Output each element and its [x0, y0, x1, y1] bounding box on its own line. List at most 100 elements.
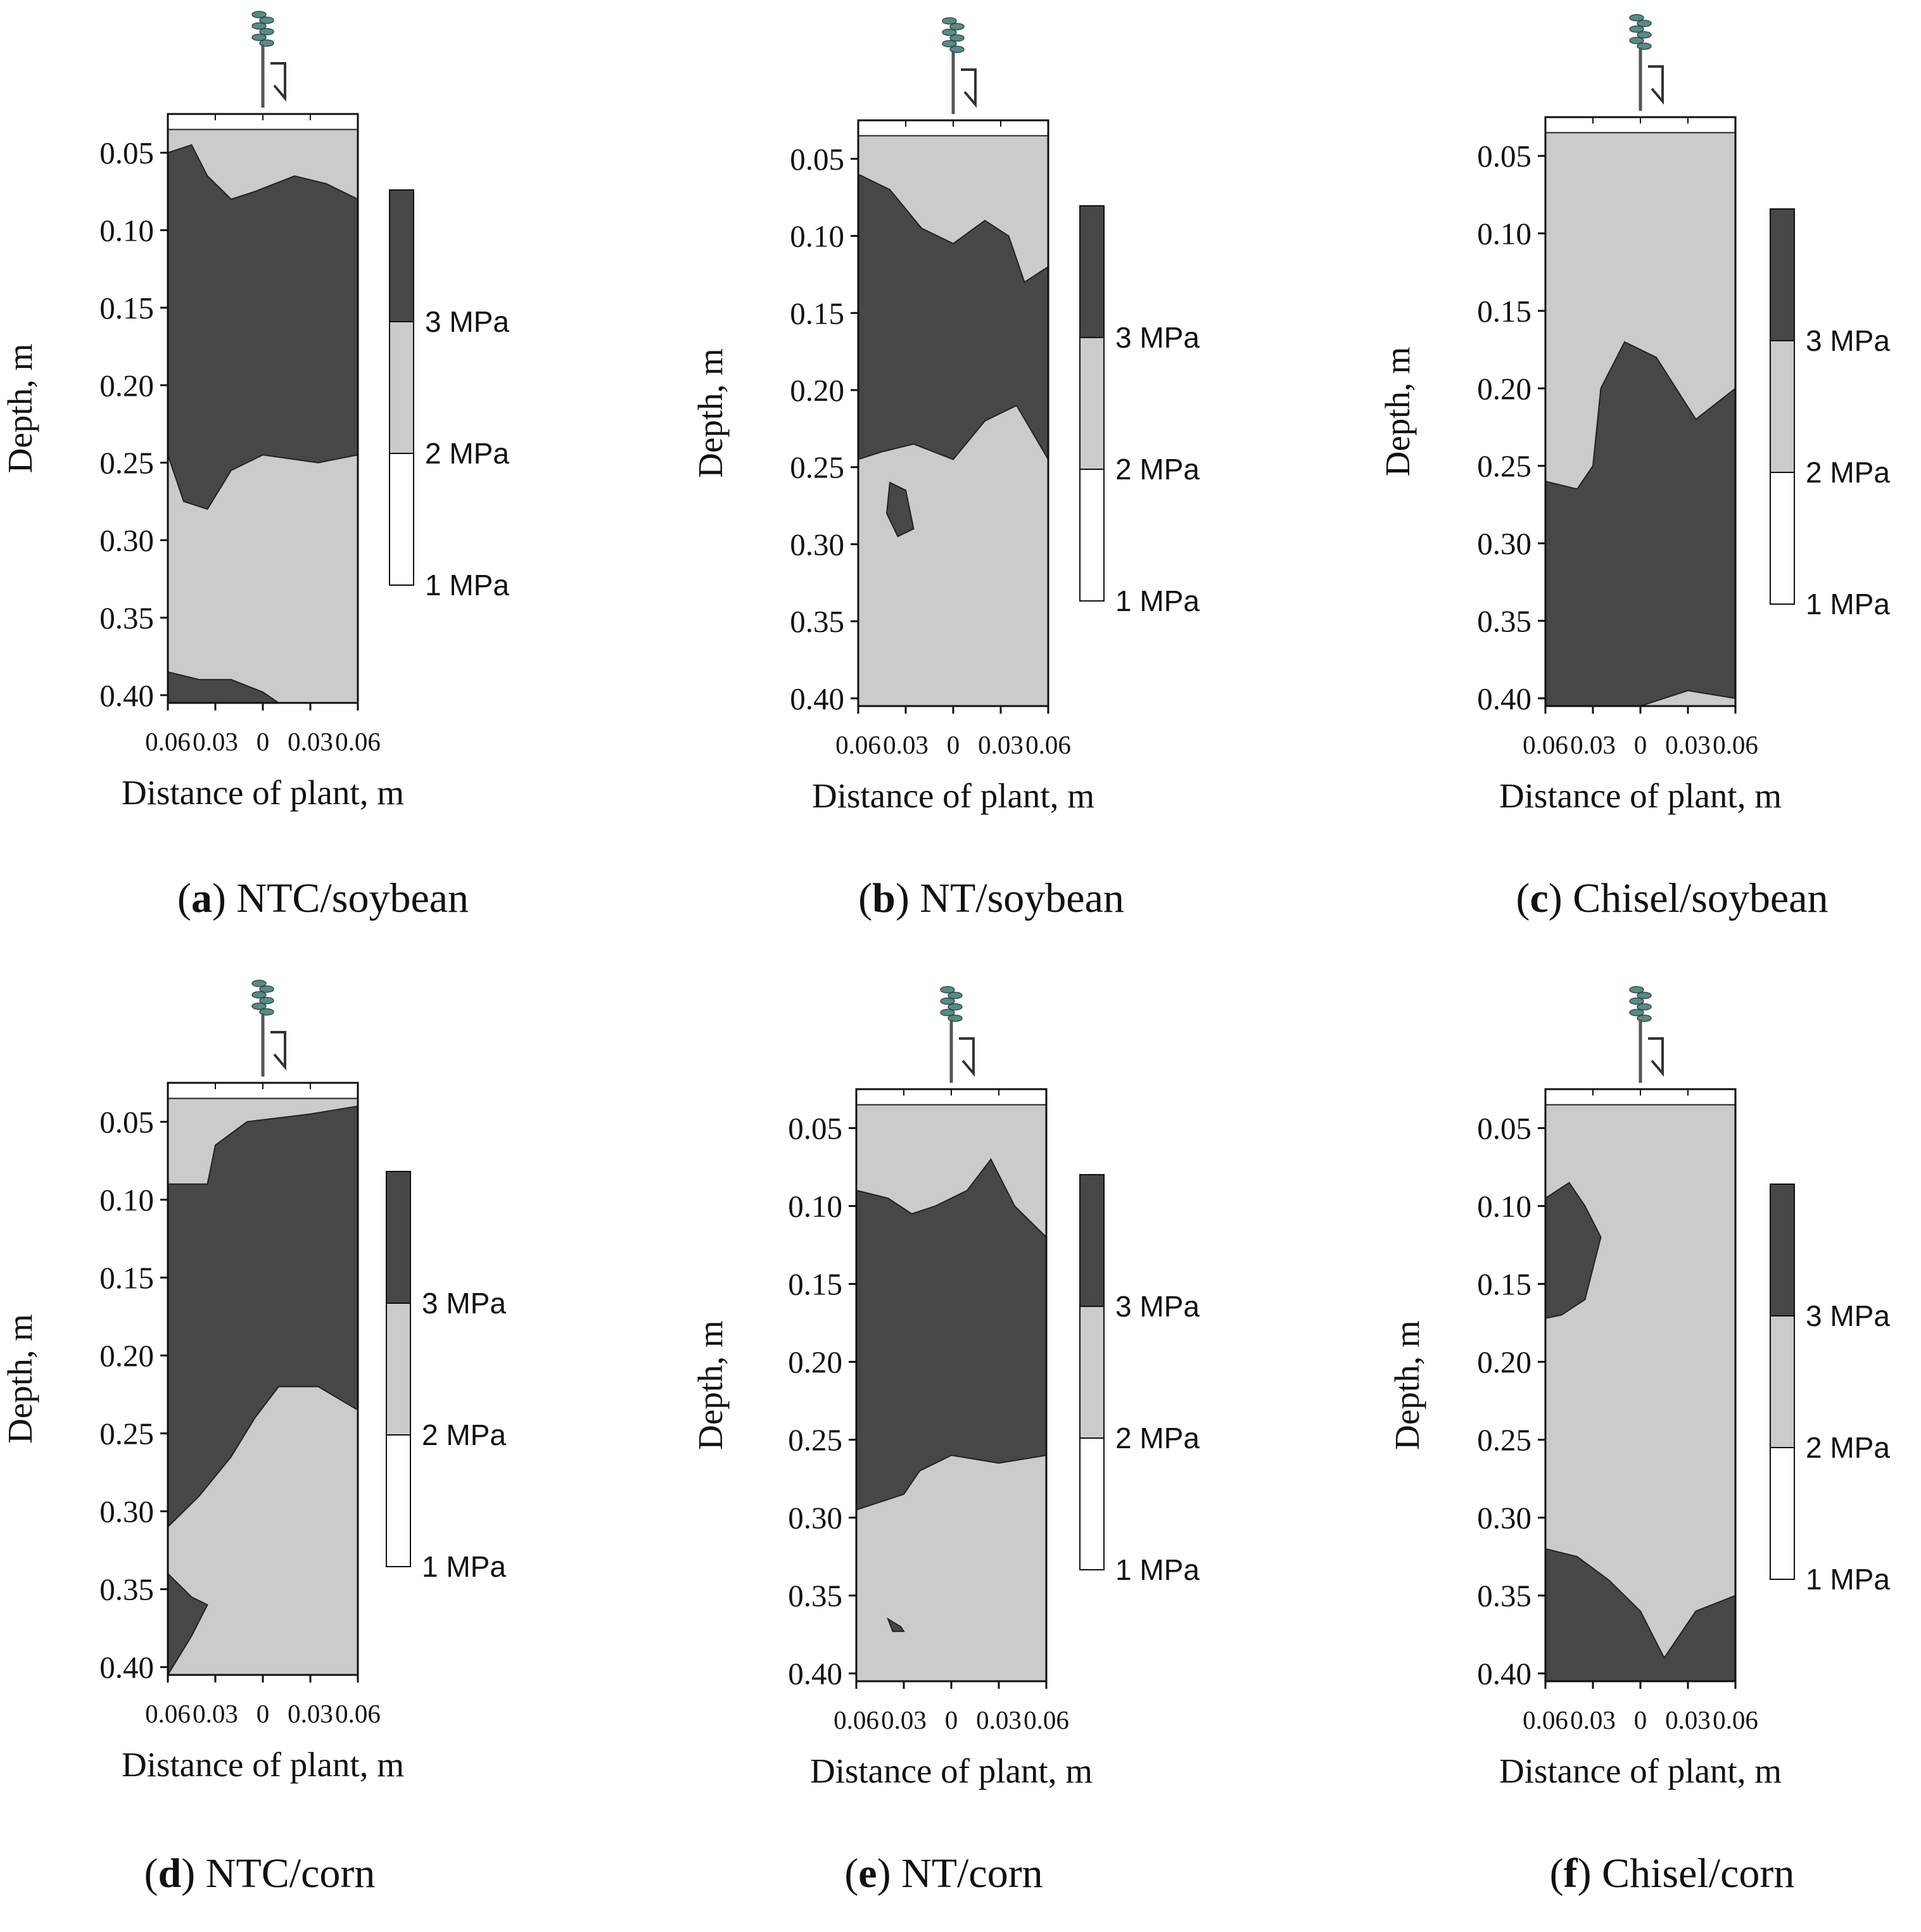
plant-icon: [1629, 986, 1664, 1083]
legend-swatch-3mpa: [1770, 208, 1795, 341]
panel-caption: (b) NT/soybean: [858, 875, 1124, 921]
panel-c: 0.050.100.150.200.250.300.350.400.06 0.03…: [1378, 14, 1890, 921]
legend-swatch-1mpa: [1770, 1447, 1795, 1580]
plant-leaf: [948, 1003, 963, 1011]
y-axis-title: Depth, m: [1, 1314, 39, 1444]
plot-area: [1545, 1089, 1735, 1681]
legend-label: 1 MPa: [1115, 1553, 1200, 1586]
x-tick-label: 0.06: [834, 1705, 879, 1734]
x-tick-label: 0.06: [335, 727, 381, 756]
y-tick-label: 0.25: [1477, 449, 1531, 484]
y-tick-label: 0.30: [790, 527, 844, 562]
caption-paren: ): [877, 1850, 901, 1897]
legend-swatch-1mpa: [1079, 469, 1105, 602]
zone-3mpa: [168, 1105, 358, 1528]
x-tick-label: 0.06: [145, 727, 191, 756]
legend-swatch-3mpa: [1770, 1184, 1795, 1316]
y-tick-label: 0.10: [1477, 1189, 1531, 1224]
x-tick-label: 0.06: [1523, 1705, 1568, 1734]
legend-label: 2 MPa: [1115, 1422, 1200, 1455]
y-tick-label: 0.35: [1477, 1579, 1531, 1613]
plant-marker: [959, 1037, 975, 1077]
x-tick-label: 0: [945, 1705, 958, 1734]
plant-leaf: [251, 34, 267, 41]
y-tick-label: 0.30: [788, 1501, 842, 1536]
y-tick-label: 0.40: [1477, 1657, 1531, 1691]
legend-label: 1 MPa: [422, 1550, 506, 1583]
plant-leaf: [1629, 14, 1644, 22]
x-tick-label: 0: [257, 1699, 270, 1728]
caption-subtitle: NT/corn: [901, 1850, 1043, 1897]
legend-swatch-3mpa: [389, 189, 414, 322]
y-tick-label: 0.20: [1477, 1345, 1531, 1380]
legend-label: 3 MPa: [422, 1287, 506, 1320]
zone-3mpa: [1545, 341, 1735, 706]
caption-subtitle: NT/soybean: [920, 875, 1124, 921]
caption-subtitle: NTC/corn: [206, 1850, 376, 1897]
legend-label: 3 MPa: [1806, 324, 1890, 357]
y-tick-label: 0.10: [1477, 217, 1531, 251]
legend-swatch-1mpa: [386, 1434, 411, 1567]
y-tick-label: 0.40: [790, 681, 844, 716]
legend-label: 1 MPa: [1806, 588, 1890, 621]
zone-3mpa: [1545, 1182, 1602, 1319]
y-tick-label: 0.35: [99, 600, 154, 635]
x-tick-label: 0: [1634, 1705, 1647, 1734]
y-tick-label: 0.40: [788, 1657, 842, 1691]
plant-leaf: [251, 980, 267, 987]
panel-caption: (f) Chisel/corn: [1550, 1850, 1795, 1897]
x-axis-title: Distance of plant, m: [122, 1745, 404, 1784]
y-tick-label: 0.25: [790, 450, 844, 485]
plant-leaf: [948, 992, 963, 999]
caption-letter: f: [1564, 1850, 1578, 1897]
panel-e: 0.050.100.150.200.250.300.350.400.06 0.03…: [691, 986, 1200, 1897]
plant-leaf: [1637, 31, 1652, 39]
x-tick-label: 0.03: [1570, 1705, 1616, 1734]
x-tick-label: 0.06: [1713, 1705, 1758, 1734]
y-tick-label: 0.15: [99, 291, 154, 325]
y-tick-label: 0.20: [99, 368, 154, 403]
y-tick-label: 0.05: [1477, 139, 1531, 174]
plant-leaf: [942, 17, 957, 25]
legend-label: 2 MPa: [422, 1418, 506, 1451]
legend-swatch-2mpa: [1079, 337, 1105, 470]
x-tick-label: 0: [1634, 730, 1647, 759]
plot-area: [168, 114, 358, 703]
y-tick-label: 0.20: [1477, 371, 1531, 406]
x-tick-label: 0.03: [288, 1699, 333, 1728]
legend-label: 2 MPa: [1806, 456, 1890, 489]
y-tick-label: 0.30: [99, 523, 154, 558]
y-tick-label: 0.10: [99, 1183, 154, 1218]
y-axis-title: Depth, m: [1388, 1320, 1426, 1450]
plant-leaf: [1637, 20, 1652, 27]
x-axis-title: Distance of plant, m: [812, 776, 1094, 815]
x-tick-label: 0.06: [1523, 730, 1568, 759]
plant-leaf: [259, 28, 274, 35]
panel-caption: (a) NTC/soybean: [177, 875, 469, 921]
plant-marker: [1648, 1037, 1664, 1077]
legend-swatch-2mpa: [386, 1303, 411, 1436]
x-tick-label: 0.06: [835, 730, 881, 759]
plant-leaf: [942, 40, 957, 47]
y-tick-label: 0.35: [788, 1579, 842, 1613]
legend-swatch-3mpa: [1079, 1174, 1105, 1307]
caption-paren: ): [1578, 1850, 1602, 1897]
plant-marker: [961, 68, 977, 108]
zone-3mpa: [168, 671, 280, 703]
y-axis-title: Depth, m: [1378, 347, 1417, 477]
plant-icon: [251, 980, 286, 1076]
plant-leaf: [940, 1009, 955, 1016]
plant-icon: [940, 986, 975, 1083]
y-tick-label: 0.05: [99, 1105, 154, 1140]
zone-3mpa: [885, 481, 915, 538]
caption-paren: (: [177, 875, 191, 921]
legend-label: 3 MPa: [1115, 1290, 1200, 1323]
plot-area: [856, 1089, 1046, 1681]
caption-paren: (: [858, 875, 872, 921]
caption-paren: (: [1516, 875, 1530, 921]
legend-label: 1 MPa: [1806, 1563, 1890, 1596]
zone-3mpa: [1545, 1548, 1735, 1681]
y-tick-label: 0.15: [99, 1261, 154, 1296]
legend-swatch-3mpa: [386, 1171, 411, 1304]
caption-paren: (: [844, 1850, 858, 1897]
